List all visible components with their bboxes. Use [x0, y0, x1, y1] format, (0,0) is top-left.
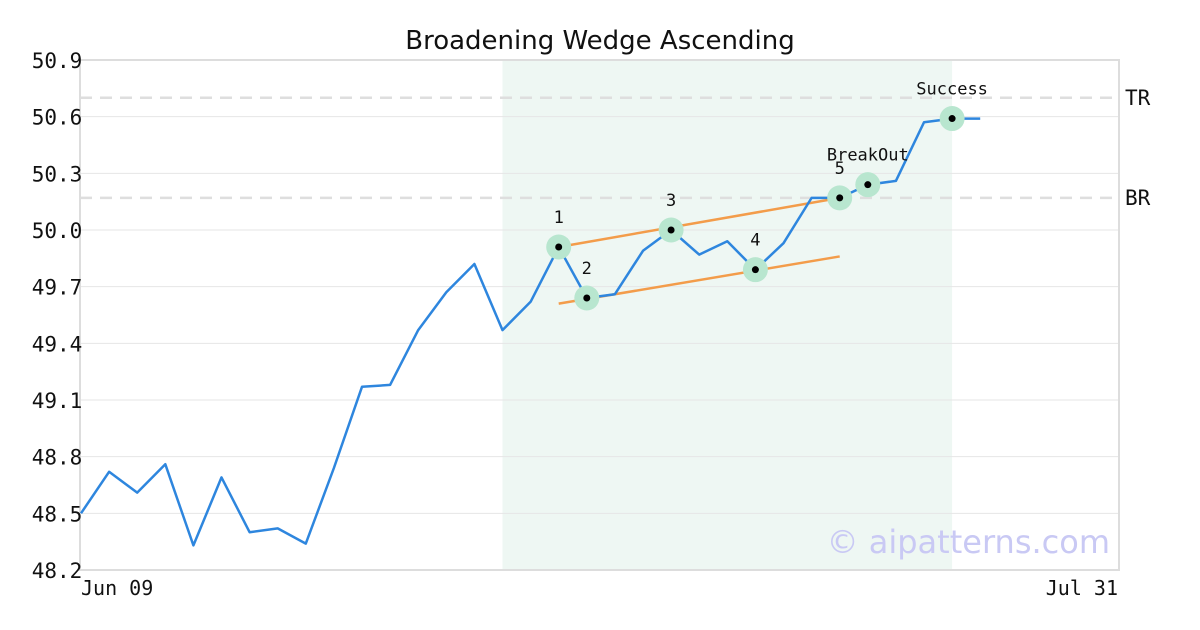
pattern-point-label: 3	[666, 191, 676, 211]
x-tick-label: Jun 09	[81, 576, 153, 600]
pattern-point-dot	[555, 243, 563, 251]
horizontal-reference-lines: TR BR	[80, 86, 1151, 210]
pattern-point-label: 4	[750, 231, 760, 251]
y-tick-label: 50.6	[32, 106, 83, 130]
plot-area-frame	[79, 59, 1120, 571]
pattern-point-dot	[864, 181, 872, 189]
chart-title: Broadening Wedge Ascending	[405, 26, 795, 56]
y-tick-label: 48.5	[32, 502, 83, 526]
y-axis-ticks: 48.2 48.5 48.8 49.1 49.4 49.7 50.0 50.3 50.6 50.9	[32, 49, 83, 583]
pattern-point-dot	[751, 266, 759, 274]
y-tick-label: 49.4	[32, 332, 83, 356]
x-axis-ticks: Jun 09 Jul 31	[81, 576, 1118, 600]
y-tick-label: 50.9	[32, 49, 83, 73]
pattern-point-dot	[948, 115, 956, 123]
pattern-point-label: 2	[582, 259, 592, 279]
y-tick-label: 49.1	[32, 389, 83, 413]
pattern-point-label: Success	[916, 80, 988, 100]
y-tick-label: 48.8	[32, 446, 83, 470]
y-tick-label: 49.7	[32, 276, 83, 300]
pattern-point-label: 1	[554, 208, 564, 228]
reference-line-label: BR	[1125, 186, 1151, 210]
pattern-point-dot	[583, 294, 591, 302]
watermark: © aipatterns.com	[827, 523, 1110, 561]
highlight-region-layer	[502, 60, 953, 570]
pattern-point-dot	[667, 226, 675, 234]
y-tick-label: 50.0	[32, 219, 83, 243]
y-tick-label: 48.2	[32, 559, 83, 583]
y-tick-label: 50.3	[32, 162, 83, 186]
pattern-point-dot	[836, 194, 844, 202]
x-tick-label: Jul 31	[1046, 576, 1118, 600]
pattern-point-label: BreakOut	[827, 146, 909, 166]
pattern-point-label: 5	[835, 159, 845, 179]
reference-line-label: TR	[1125, 86, 1151, 110]
trendline	[558, 196, 840, 249]
pattern-highlight-region	[502, 60, 953, 570]
